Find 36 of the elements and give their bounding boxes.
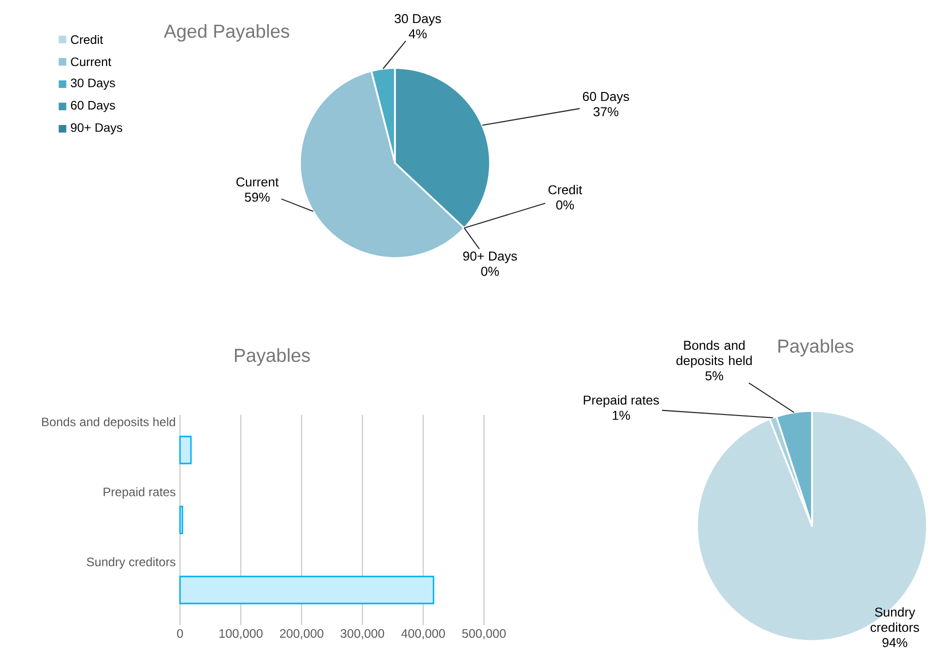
data-label: 4%: [408, 29, 427, 38]
slice-label: Bonds and deposits held: [676, 340, 752, 368]
legend-label: 30 Days: [70, 78, 115, 90]
x-tick-label: 200,000: [280, 629, 324, 640]
x-tick-label: 300,000: [340, 629, 384, 640]
bar: [179, 576, 434, 604]
slice-label: Current: [236, 177, 279, 187]
category-label: Credit: [548, 184, 582, 194]
legend-label: Current: [70, 57, 112, 66]
data-label: 94%: [882, 638, 908, 648]
legend-label: Credit: [70, 34, 104, 44]
bar: [179, 506, 184, 534]
text: Aged Payables: [164, 24, 290, 42]
x-tick-label: 0: [177, 629, 183, 638]
legend-label: 60 Days: [70, 100, 115, 112]
slice-label: Sundry creditors: [870, 607, 920, 632]
chart-title: Payables: [778, 339, 854, 356]
data-label: 59%: [244, 192, 270, 202]
legend-label: 90+ Days: [70, 123, 122, 134]
text: 0%: [556, 200, 574, 210]
data-label: 5%: [705, 371, 724, 380]
x-tick-label: 400,000: [401, 629, 445, 640]
y-tick-label: Bonds and deposits held: [42, 417, 176, 429]
y-tick-label: Prepaid rates: [104, 487, 176, 499]
slice-label: Prepaid rates: [584, 395, 659, 408]
category-label: 90+ Days: [463, 252, 517, 264]
bar: [179, 436, 192, 464]
slice-label: 30 Days: [394, 14, 441, 26]
data-label: 37%: [594, 107, 618, 116]
x-tick-label: 500,000: [462, 629, 506, 640]
chart-title: Payables: [234, 348, 310, 366]
y-tick-label: Sundry creditors: [86, 557, 176, 569]
x-tick-label: 100,000: [220, 629, 263, 640]
text: 0%: [481, 266, 499, 276]
data-label: 1%: [612, 410, 630, 420]
slice-label: 60 Days: [582, 92, 630, 104]
